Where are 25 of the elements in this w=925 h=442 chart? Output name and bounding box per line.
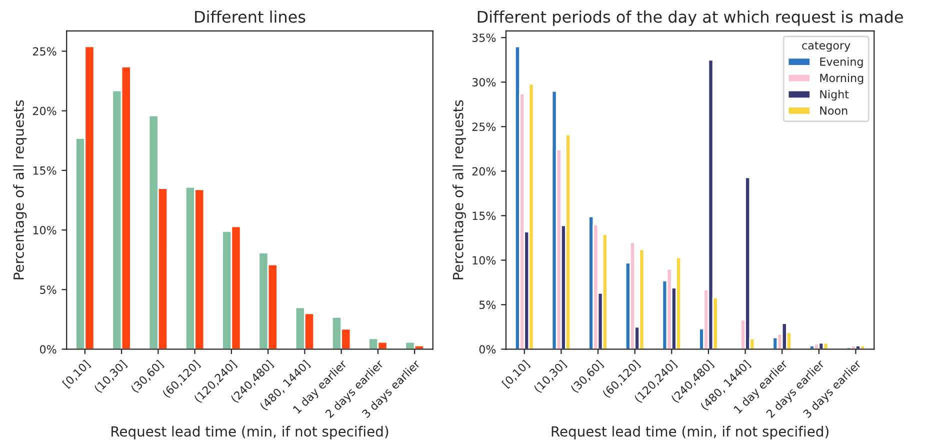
legend-title: category — [802, 42, 850, 52]
x-axis-title: Request lead time (min, if not specified) — [552, 426, 828, 440]
legend-label: Evening — [820, 57, 863, 68]
y-axis-title: Percentage of all requests — [452, 100, 466, 280]
chart-title: Different periods of the day at which request is made — [478, 10, 903, 26]
y-tick-label: 0% — [479, 345, 496, 354]
legend-label: Noon — [820, 106, 848, 115]
y-axis-title: Percentage of all requests — [13, 100, 27, 280]
y-tick-label: 15% — [472, 212, 496, 220]
legend-label: Night — [820, 90, 849, 101]
y-tick-label: 10% — [472, 256, 496, 265]
y-tick-label: 35% — [472, 34, 496, 42]
y-tick-label: 25% — [32, 47, 56, 56]
y-tick-label: 30% — [472, 78, 496, 87]
y-tick-label: 0% — [40, 345, 56, 354]
chart-title: Different lines — [195, 10, 306, 23]
y-tick-label: 25% — [472, 122, 496, 132]
y-tick-label: 5% — [40, 286, 56, 294]
legend-label: Morning — [820, 74, 864, 84]
y-tick-label: 20% — [32, 106, 56, 116]
x-axis-title: Request lead time (min, if not specified) — [112, 426, 388, 440]
y-tick-label: 15% — [33, 166, 56, 175]
y-tick-label: 20% — [472, 167, 496, 176]
y-tick-label: 10% — [33, 226, 56, 234]
y-tick-label: 5% — [479, 300, 496, 310]
